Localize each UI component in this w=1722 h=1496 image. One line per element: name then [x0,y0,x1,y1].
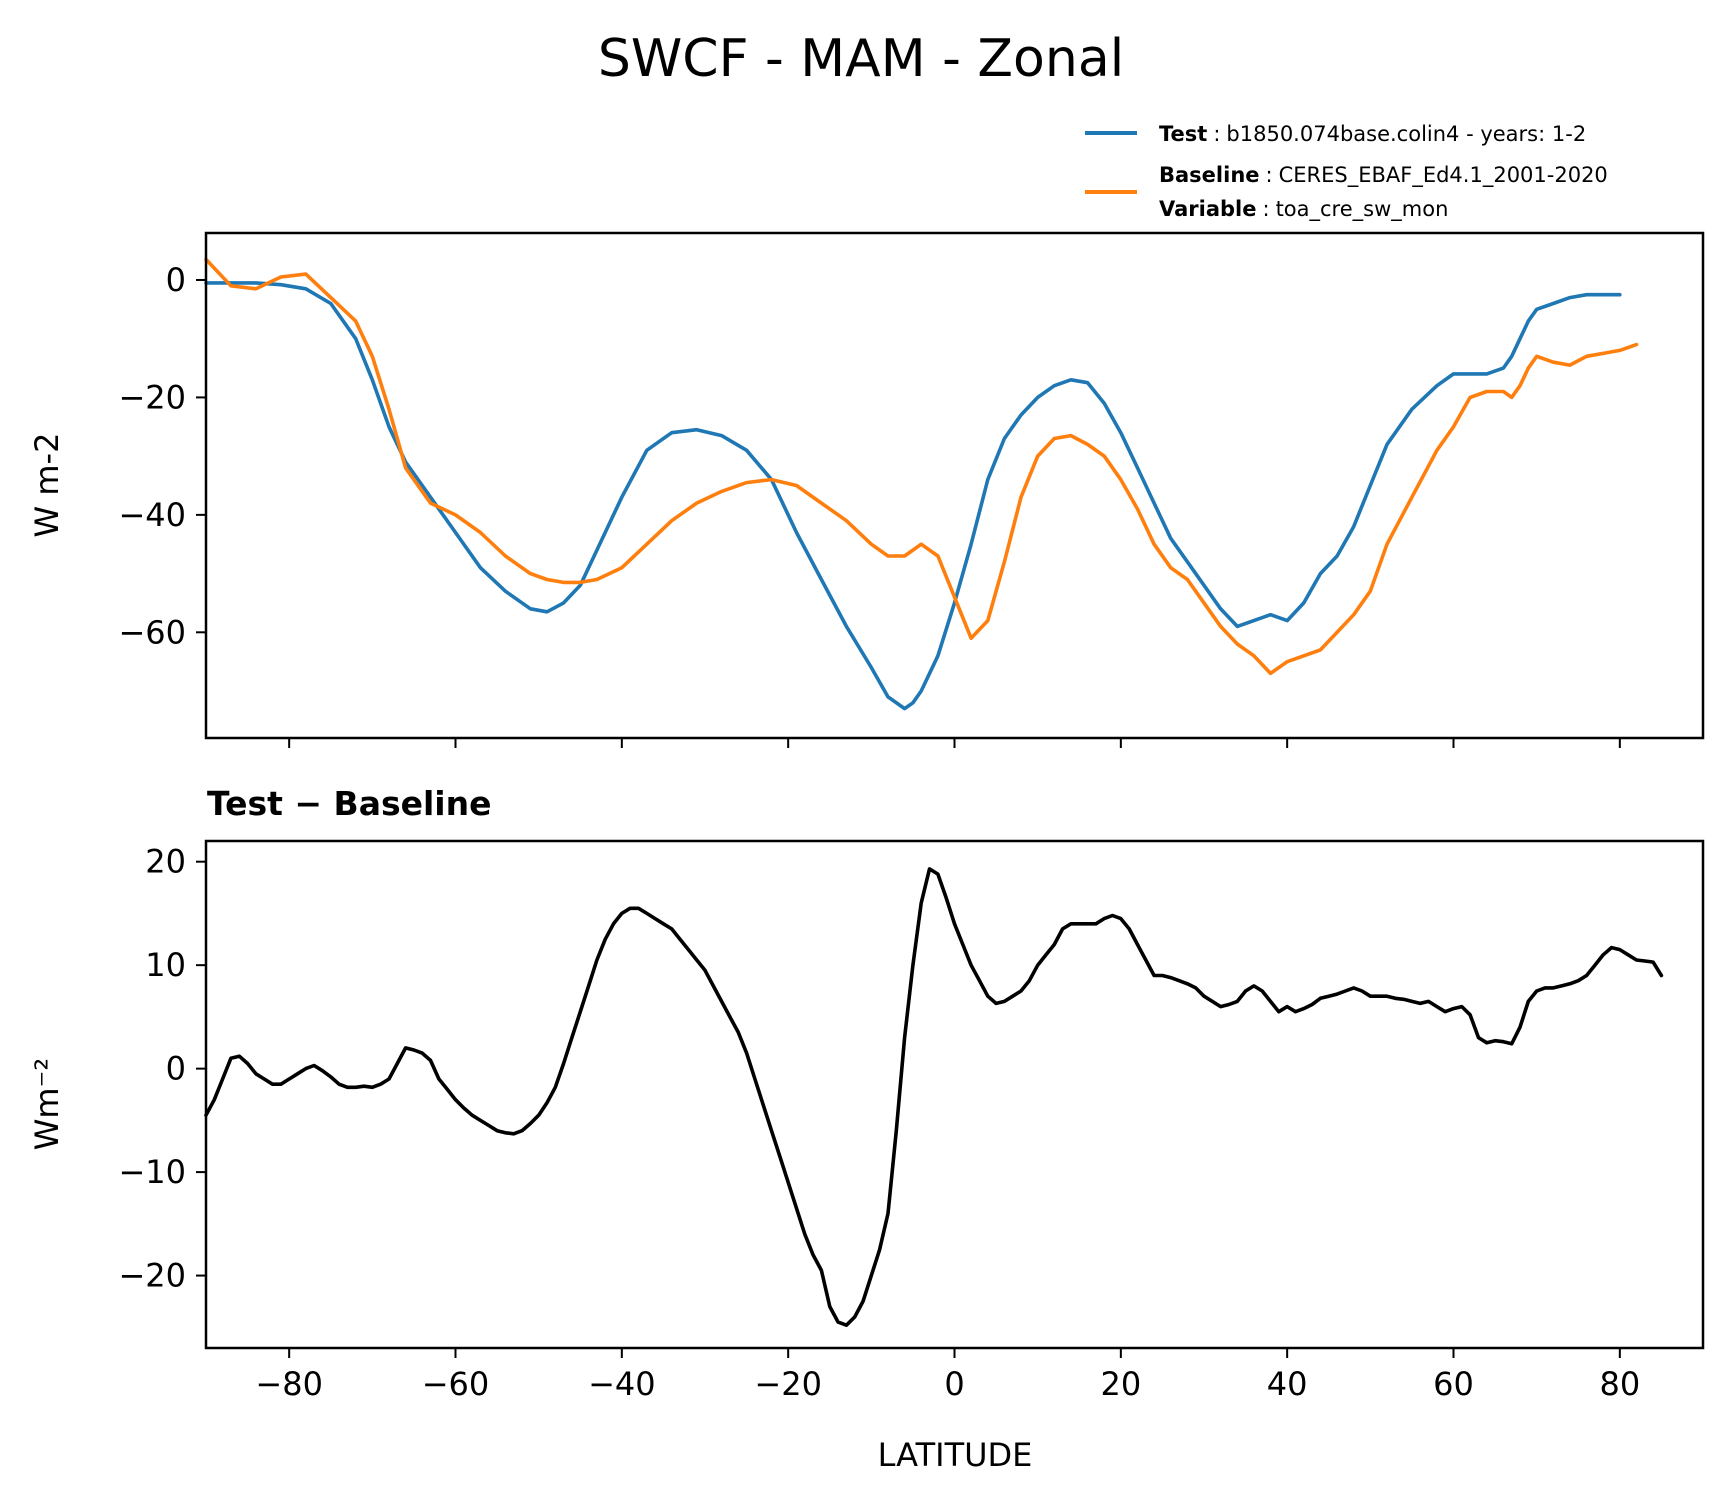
top-series-line-test [204,281,1622,711]
top-series-group [204,257,1639,711]
legend-test-sep: : [1213,122,1220,146]
legend-test-entry: Test: b1850.074base.colin4 - years: 1-2 [1159,122,1586,146]
legend-baseline-value: CERES_EBAF_Ed4.1_2001-2020 [1279,163,1608,188]
bottom-x-tick-label: −40 [588,1365,656,1403]
bottom-series-line-test-baseline [204,867,1664,1327]
legend-variable-sep: : [1262,197,1269,221]
top-y-axis-label: W m-2 [28,433,66,538]
bottom-x-tick-label: 20 [1100,1365,1141,1403]
bottom-y-tick-label: 10 [145,946,186,984]
bottom-y-ticks: 20 10 0 −10 −20 [118,843,206,1295]
legend-variable-key: Variable [1159,197,1256,221]
bottom-x-tick-label: 0 [944,1365,964,1403]
bottom-x-ticks: −80 −60 −40 −20 0 20 40 60 80 [255,1348,1640,1403]
bottom-panel-title: Test − Baseline [207,784,492,823]
top-y-tick-label: 0 [166,261,186,299]
top-series-line-baseline [204,257,1639,676]
bottom-y-axis-label: Wm⁻² [28,1058,66,1151]
bottom-y-tick-label: 20 [145,843,186,881]
bottom-y-tick-label: −20 [118,1257,186,1295]
legend-test-value: b1850.074base.colin4 - years: 1-2 [1226,122,1586,146]
bottom-axes-frame [204,839,1705,1350]
bottom-y-tick-label: −10 [118,1153,186,1191]
top-y-tick-label: −40 [118,496,186,534]
legend-baseline-sep: : [1266,163,1273,187]
legend-test-key: Test [1159,122,1207,146]
bottom-series-group [204,867,1664,1327]
bottom-x-tick-label: 40 [1267,1365,1308,1403]
legend-baseline-entry: Baseline: CERES_EBAF_Ed4.1_2001-2020 [1159,163,1608,188]
bottom-x-tick-label: −60 [422,1365,490,1403]
top-panel: 0 −20 −40 −60 W m-2 [28,231,1705,748]
top-y-ticks: 0 −20 −40 −60 [118,261,206,651]
bottom-y-tick-label: 0 [166,1050,186,1088]
legend-variable-entry: Variable: toa_cre_sw_mon [1159,197,1448,222]
bottom-x-tick-label: −20 [754,1365,822,1403]
top-axes-frame [204,231,1705,740]
top-y-tick-label: −60 [118,613,186,651]
bottom-x-tick-label: −80 [255,1365,323,1403]
legend-baseline-key: Baseline [1159,163,1260,187]
bottom-x-tick-label: 60 [1433,1365,1474,1403]
legend-variable-value: toa_cre_sw_mon [1276,197,1449,222]
bottom-x-tick-label: 80 [1599,1365,1640,1403]
bottom-x-axis-label: LATITUDE [878,1436,1033,1474]
top-y-tick-label: −20 [118,378,186,416]
legend: Test: b1850.074base.colin4 - years: 1-2 B… [1085,122,1608,222]
top-x-ticks [288,738,1621,748]
figure-title: SWCF - MAM - Zonal [598,29,1124,89]
bottom-panel: Test − Baseline 20 10 0 −10 −20 −80 −60 −40 −20… [28,784,1705,1474]
